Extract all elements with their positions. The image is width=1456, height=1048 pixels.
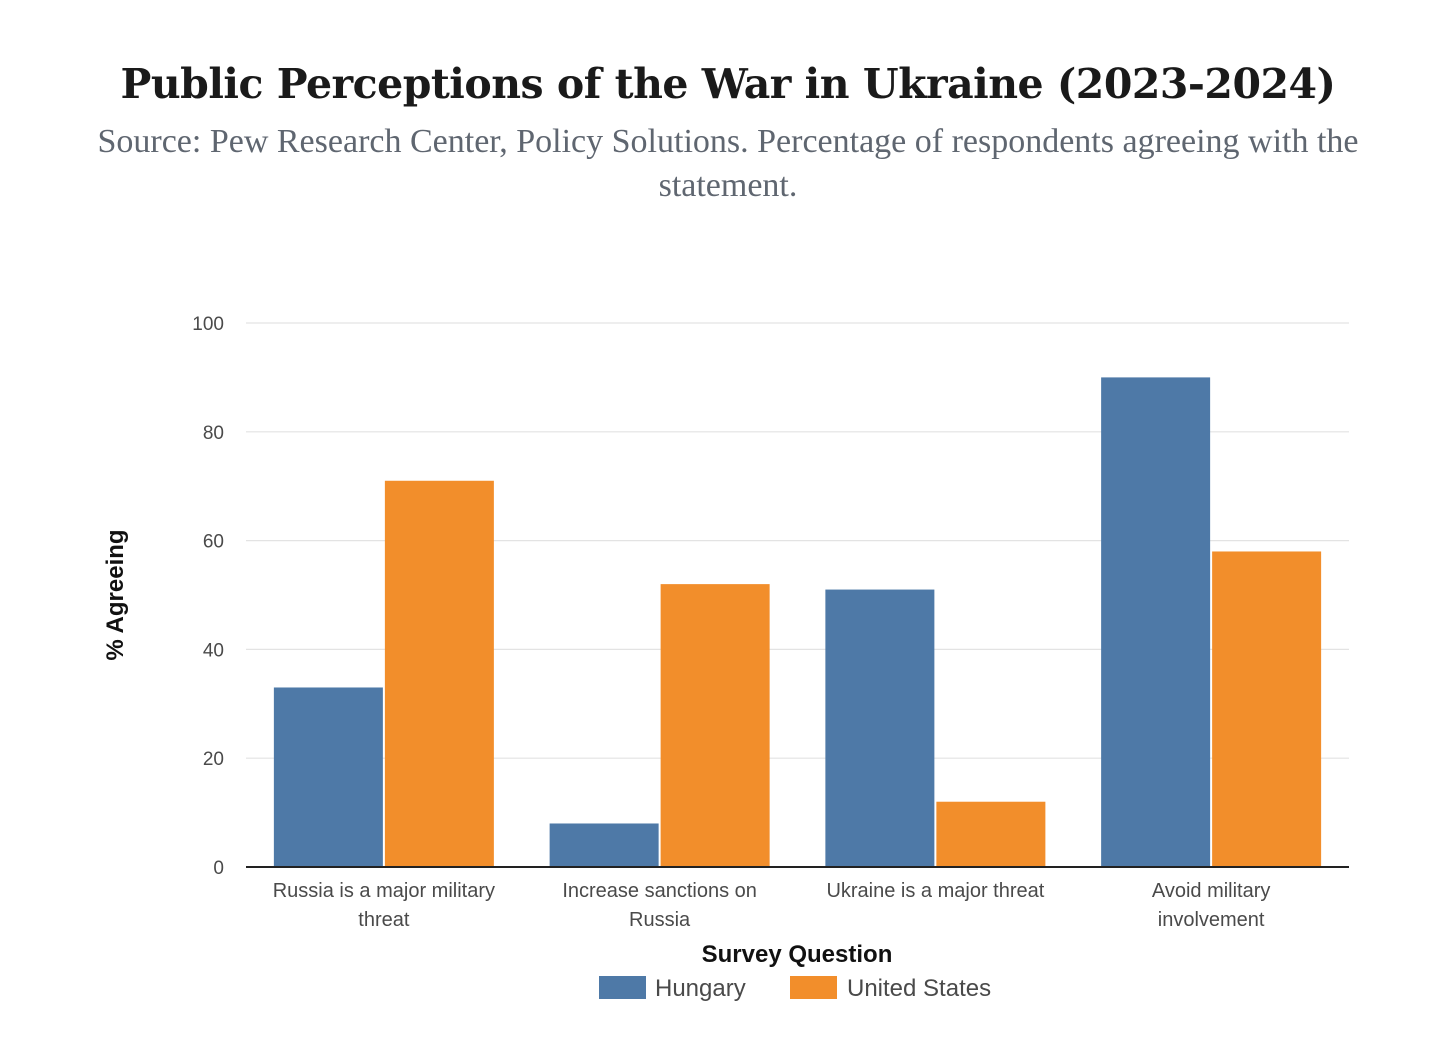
bar-hungary-1[interactable]: [273, 687, 383, 867]
legend-label-hungary[interactable]: Hungary: [655, 975, 746, 1002]
legend-swatch-hungary[interactable]: [599, 976, 646, 999]
y-tick-label: 80: [203, 423, 224, 444]
x-category-label: Russia: [629, 909, 691, 931]
y-axis-ticks: 0 20 40 60 80 100: [192, 314, 224, 879]
legend: Hungary United States: [599, 975, 991, 1002]
x-category-label: involvement: [1158, 909, 1265, 931]
x-axis-title: Survey Question: [702, 941, 893, 968]
legend-label-united-states[interactable]: United States: [847, 975, 991, 1002]
x-axis-category-labels: Russia is a major military threat Increase…: [273, 880, 1271, 931]
y-tick-label: 100: [192, 314, 224, 335]
y-tick-label: 20: [203, 749, 224, 770]
x-category-label: Russia is a major military: [273, 880, 495, 902]
y-tick-label: 0: [213, 858, 224, 879]
x-category-label: Increase sanctions on: [562, 880, 757, 902]
bar-hungary-3[interactable]: [825, 589, 935, 867]
y-tick-label: 40: [203, 640, 224, 661]
legend-swatch-united-states[interactable]: [790, 976, 837, 999]
bar-hungary-4[interactable]: [1101, 377, 1211, 867]
bar-united-states-4[interactable]: [1212, 551, 1322, 867]
chart-title: Public Perceptions of the War in Ukraine…: [120, 60, 1336, 108]
y-axis-title: % Agreeing: [102, 529, 129, 660]
bar-hungary-2[interactable]: [549, 823, 659, 867]
x-category-label: Avoid military: [1152, 880, 1271, 902]
bars: [273, 377, 1322, 867]
x-category-label: Ukraine is a major threat: [826, 880, 1044, 902]
bar-united-states-2[interactable]: [660, 584, 770, 867]
y-tick-label: 60: [203, 532, 224, 553]
bar-united-states-3[interactable]: [936, 801, 1046, 867]
x-category-label: threat: [358, 909, 410, 931]
chart-subtitle: Source: Pew Research Center, Policy Solu…: [97, 123, 1359, 204]
bar-united-states-1[interactable]: [384, 480, 494, 867]
